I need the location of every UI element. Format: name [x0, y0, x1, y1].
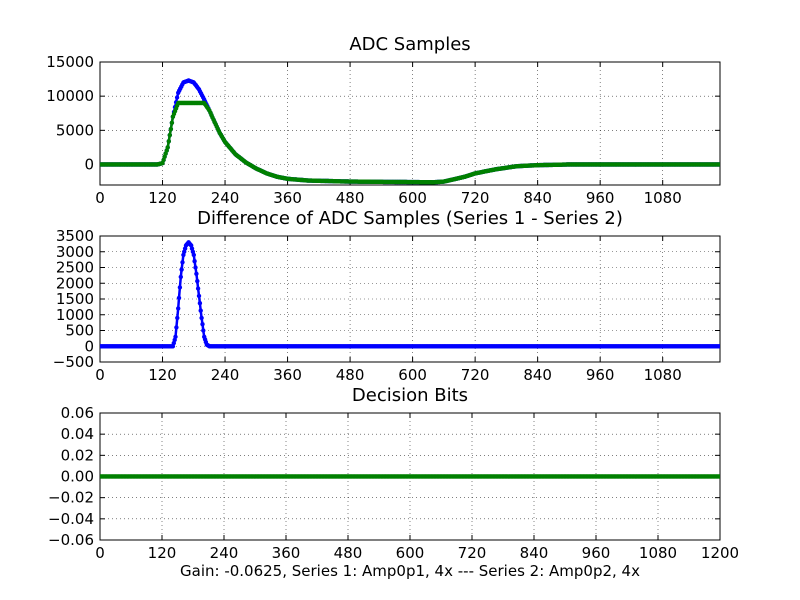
x-tick-label: 600: [396, 544, 425, 562]
x-tick-label: 240: [210, 544, 239, 562]
chart-panel-1: ADC Samples 0 120 240 360 480 600 720 840 960 1080…: [46, 34, 721, 207]
y-tick-label: 10000: [46, 87, 94, 105]
data-point: [192, 259, 197, 264]
data-point: [180, 260, 185, 265]
y-tick-label: 1000: [56, 306, 94, 324]
y-tick-label: 0: [84, 337, 94, 355]
data-point: [166, 139, 171, 144]
x-tick-label: 600: [398, 189, 427, 207]
x-tick-label: 1080: [639, 544, 677, 562]
x-tick-label: 480: [336, 189, 365, 207]
series-1: [100, 474, 720, 479]
chart-panel-2: Difference of ADC Samples (Series 1 - Se…: [53, 208, 721, 384]
panels: ADC Samples 0 120 240 360 480 600 720 840 960 1080…: [46, 34, 739, 562]
data-point: [177, 285, 183, 290]
x-tick-label: 960: [586, 366, 615, 384]
data-point: [197, 301, 203, 306]
data-point: [178, 274, 183, 280]
chart-title: Decision Bits: [352, 385, 468, 406]
data-point: [165, 145, 170, 150]
y-tick-label: −0.02: [48, 489, 94, 507]
x-tick-label: 360: [272, 544, 301, 562]
series-1: [100, 240, 720, 349]
y-tick-label: 500: [65, 322, 94, 340]
data-point: [169, 120, 175, 126]
x-tick-label: 0: [95, 544, 105, 562]
data-point: [199, 315, 204, 321]
chart-panel-3: Decision Bits 0 120 240 360 480 600 720 840 960 10…: [48, 385, 739, 562]
data-point: [168, 126, 174, 132]
series-2: [100, 100, 720, 185]
x-tick-label: 600: [398, 366, 427, 384]
data-point: [179, 267, 184, 272]
x-tick-label: 240: [211, 189, 240, 207]
data-point: [717, 162, 720, 167]
x-tick-label: 720: [461, 366, 490, 384]
data-point: [175, 315, 180, 321]
data-point: [195, 278, 200, 284]
x-tick-label: 360: [273, 189, 302, 207]
x-tick-label: 1200: [701, 544, 739, 562]
x-tick-label: 240: [211, 366, 240, 384]
y-tick-label: 15000: [46, 53, 94, 71]
y-tick-label: 5000: [56, 121, 94, 139]
chart-title: ADC Samples: [349, 34, 470, 55]
data-point: [174, 95, 180, 100]
data-point: [198, 308, 203, 313]
figure-caption: Gain: -0.0625, Series 1: Amp0p1, 4x --- …: [180, 562, 640, 580]
x-tick-label: 480: [336, 366, 365, 384]
x-tick-label: 840: [523, 189, 552, 207]
y-tick-label: 0.04: [61, 425, 94, 443]
y-tick-label: 3500: [56, 227, 94, 245]
data-point: [174, 325, 179, 330]
x-tick-label: 0: [95, 366, 105, 384]
y-tick-label: −0.06: [48, 531, 94, 549]
data-point: [167, 132, 172, 138]
x-tick-label: 1080: [644, 189, 682, 207]
x-tick-label: 1080: [644, 366, 682, 384]
data-point: [176, 306, 181, 311]
data-point: [717, 474, 720, 479]
data-point: [193, 265, 198, 270]
x-tick-label: 120: [148, 189, 177, 207]
x-tick-label: 120: [148, 544, 177, 562]
x-tick-label: 0: [95, 189, 105, 207]
data-point: [194, 271, 199, 276]
x-tick-label: 120: [148, 366, 177, 384]
data-point: [201, 328, 206, 333]
data-point: [173, 334, 178, 339]
x-tick-label: 720: [461, 189, 490, 207]
x-tick-label: 720: [458, 544, 487, 562]
data-point: [191, 252, 196, 258]
chart-title: Difference of ADC Samples (Series 1 - Se…: [197, 208, 623, 229]
y-tick-label: 0: [84, 156, 94, 174]
y-tick-label: 1500: [56, 290, 94, 308]
data-point: [717, 344, 720, 349]
data-point: [196, 293, 202, 299]
y-tick-label: 2500: [56, 259, 94, 277]
y-tick-label: −500: [53, 353, 94, 371]
data-point: [200, 322, 205, 327]
y-tick-label: 0.06: [61, 404, 94, 422]
x-tick-label: 840: [523, 366, 552, 384]
x-tick-label: 360: [273, 366, 302, 384]
y-tick-label: 3000: [56, 243, 94, 261]
x-tick-label: 480: [334, 544, 363, 562]
x-tick-label: 960: [586, 189, 615, 207]
y-tick-label: 2000: [56, 274, 94, 292]
data-point: [195, 286, 201, 291]
data-point: [176, 295, 182, 301]
x-tick-label: 840: [520, 544, 549, 562]
y-tick-label: −0.04: [48, 510, 94, 528]
y-tick-label: 0.00: [61, 468, 94, 486]
y-tick-label: 0.02: [61, 446, 94, 464]
x-tick-label: 960: [582, 544, 611, 562]
